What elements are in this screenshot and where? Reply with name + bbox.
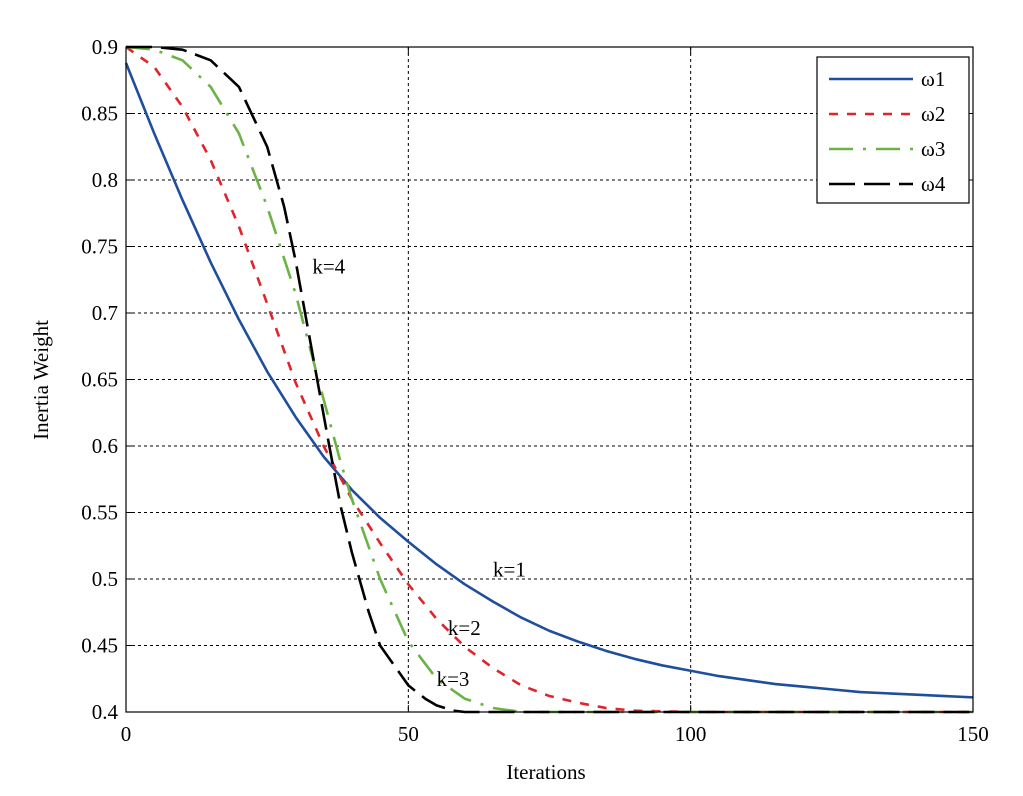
y-tick-label: 0.75: [81, 235, 118, 259]
series-layer: [124, 45, 974, 714]
y-tick-label: 0.8: [92, 168, 118, 192]
legend-label-1: ω1: [921, 67, 945, 91]
y-tick-label: 0.65: [81, 368, 118, 392]
legend-label-2: ω2: [921, 102, 945, 126]
y-axis-title: Inertia Weight: [29, 320, 53, 440]
y-tick-label: 0.7: [92, 301, 118, 325]
annotation-layer: k=4 k=1 k=2 k=3: [312, 254, 526, 690]
legend-box: [816, 56, 970, 204]
x-tick-label: 100: [675, 722, 707, 746]
x-axis-title: Iterations: [506, 760, 585, 784]
y-tick-label: 0.4: [92, 700, 119, 724]
y-tick-label: 0.9: [92, 35, 118, 59]
series-line-2: [125, 45, 973, 714]
x-tick-label: 50: [398, 722, 419, 746]
y-tick-label: 0.85: [81, 102, 118, 126]
x-tick-label: 150: [957, 722, 989, 746]
legend: ω1 ω2 ω3 ω4: [816, 56, 970, 204]
annotation-label-3: k=2: [448, 616, 481, 640]
legend-label-4: ω4: [921, 172, 946, 196]
series-line-1: [124, 62, 974, 699]
grid-layer: [126, 47, 973, 712]
tick-layer: 0.4 0.45 0.5 0.55 0.6 0.65 0.7 0.75 0.8 0.85 0.9 0 5…: [81, 35, 989, 746]
y-tick-label: 0.45: [81, 634, 118, 658]
y-tick-label: 0.55: [81, 501, 118, 525]
legend-label-3: ω3: [921, 137, 945, 161]
series-line-4: [126, 45, 973, 714]
annotation-label-2: k=1: [493, 558, 526, 582]
annotation-label-1: k=4: [312, 254, 345, 278]
y-tick-label: 0.6: [92, 434, 118, 458]
annotation-label-4: k=3: [437, 667, 470, 691]
x-tick-label: 0: [121, 722, 132, 746]
y-tick-label: 0.5: [92, 567, 118, 591]
